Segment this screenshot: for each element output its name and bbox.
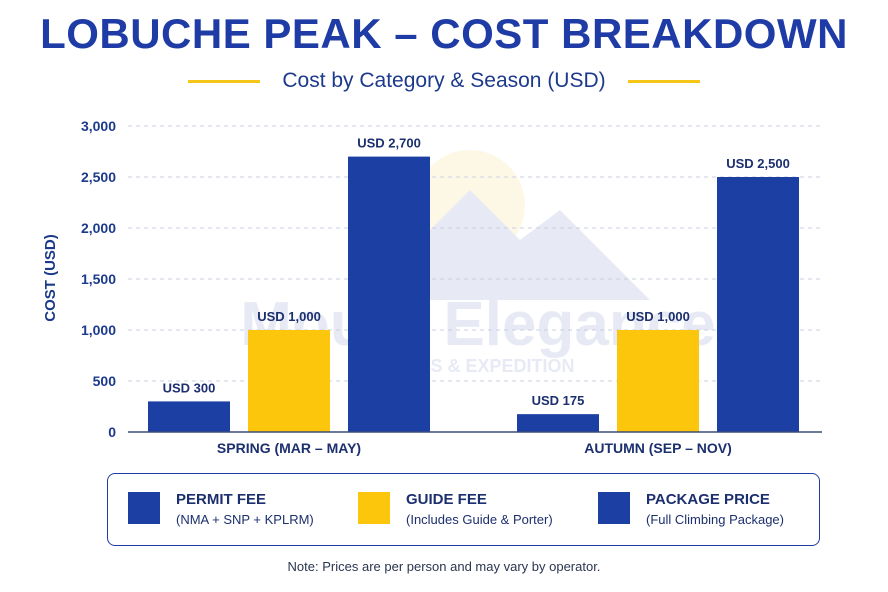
bar-value-label: USD 1,000	[626, 309, 690, 324]
legend-name: PACKAGE PRICE	[646, 491, 770, 508]
bar-permit-fee	[517, 414, 599, 432]
bar-labels: USD 300 USD 1,000 USD 2,700 USD 175 USD 1,00…	[163, 136, 790, 409]
bar-package-price	[348, 156, 430, 432]
y-tick-label: 2,500	[81, 169, 116, 185]
bar-guide-fee	[617, 330, 699, 432]
legend-item-package-price: PACKAGE PRICE (Full Climbing Package)	[598, 490, 784, 530]
y-tick-label: 0	[108, 424, 116, 440]
watermark-mountain	[360, 190, 650, 300]
legend-name: GUIDE FEE	[406, 491, 487, 508]
chart-subtitle: Cost by Category & Season (USD)	[282, 69, 606, 92]
bar-value-label: USD 2,700	[357, 136, 421, 151]
y-tick-label: 1,500	[81, 271, 116, 287]
legend-swatch	[128, 492, 160, 524]
y-tick-label: 3,000	[81, 118, 116, 134]
legend-desc: (Includes Guide & Porter)	[406, 512, 553, 527]
y-axis-label: COST (USD)	[42, 234, 59, 322]
footnote: Note: Prices are per person and may vary…	[287, 559, 601, 574]
y-tick-label: 1,000	[81, 322, 116, 338]
y-tick-label: 2,000	[81, 220, 116, 236]
bar-permit-fee	[148, 401, 230, 432]
legend-desc: (Full Climbing Package)	[646, 512, 784, 527]
bar-value-label: USD 175	[532, 393, 585, 408]
bar-package-price	[717, 177, 799, 432]
legend-desc: (NMA + SNP + KPLRM)	[176, 512, 314, 527]
subtitle-left-rule	[188, 79, 261, 83]
x-tick-label: AUTUMN (SEP – NOV)	[584, 440, 732, 456]
chart-title: LOBUCHE PEAK – COST BREAKDOWN	[40, 10, 848, 57]
bar-value-label: USD 300	[163, 380, 216, 395]
subtitle-right-rule	[627, 79, 700, 83]
legend: PERMIT FEE (NMA + SNP + KPLRM) GUIDE FEE…	[107, 473, 820, 546]
bar-chart: Mount Elegance TREKS & EXPEDITION 05001,…	[42, 118, 822, 456]
bar-value-label: USD 2,500	[726, 156, 790, 171]
y-axis: 0 500 1,000 1,500 2,000 2,500 3,000	[81, 118, 116, 440]
bar-guide-fee	[248, 330, 330, 432]
legend-item-guide-fee: GUIDE FEE (Includes Guide & Porter)	[358, 490, 553, 530]
legend-item-permit-fee: PERMIT FEE (NMA + SNP + KPLRM)	[128, 490, 314, 530]
bars	[148, 156, 799, 432]
legend-swatch	[598, 492, 630, 524]
subtitle-row: Cost by Category & Season (USD)	[0, 66, 888, 96]
bar-value-label: USD 1,000	[257, 309, 321, 324]
x-tick-label: SPRING (MAR – MAY)	[217, 440, 361, 456]
gridlines	[128, 125, 822, 382]
y-tick-label: 500	[93, 373, 117, 389]
x-axis: SPRING (MAR – MAY) AUTUMN (SEP – NOV)	[217, 440, 732, 456]
legend-name: PERMIT FEE	[176, 491, 267, 508]
legend-swatch	[358, 492, 390, 524]
